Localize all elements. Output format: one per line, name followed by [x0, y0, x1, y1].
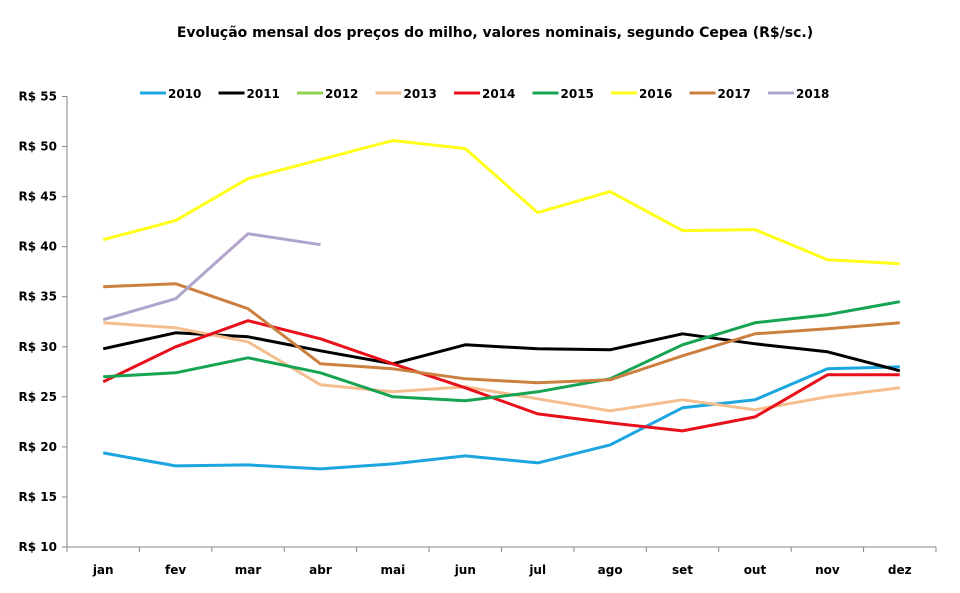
y-tick-label: R$ 40 [19, 240, 57, 254]
legend-item-2016: 2016 [611, 87, 672, 101]
legend-item-2017: 2017 [689, 87, 751, 101]
y-tick-label: R$ 50 [19, 140, 57, 154]
series-line-2017 [103, 282, 900, 385]
legend-item-2011: 2011 [218, 87, 280, 101]
x-tick-label: jun [454, 563, 476, 577]
y-tick-label: R$ 55 [19, 90, 57, 104]
series-line-2015 [103, 300, 901, 403]
y-tick-label: R$ 15 [19, 490, 57, 504]
x-tick-label: nov [815, 563, 840, 577]
series-line-2014 [102, 319, 900, 433]
x-tick-label: set [672, 563, 693, 577]
x-tick-label: ago [598, 563, 623, 577]
series-line-2011 [102, 331, 901, 373]
y-tick-label: R$ 30 [19, 340, 57, 354]
legend-label: 2010 [168, 87, 201, 101]
legend-label: 2011 [247, 87, 280, 101]
x-axis: jan fev mar abr mai jun jul ago set out nov dez [66, 546, 937, 577]
legend-item-2012: 2012 [297, 87, 358, 101]
series-line-2016 [102, 139, 900, 266]
x-tick-label: mar [235, 563, 262, 577]
x-tick-label: mai [381, 563, 406, 577]
y-axis: R$ 10 R$ 15 R$ 20 R$ 25 R$ 30 R$ 35 R$ 40 R$ 45… [19, 90, 68, 554]
x-tick-label: fev [165, 563, 186, 577]
legend: 2010 2011 2012 2013 2014 2015 2016 2017 2018 [140, 87, 829, 101]
legend-item-2015: 2015 [532, 87, 594, 101]
chart-title: Evolução mensal dos preços do milho, val… [177, 25, 813, 41]
y-tick-label: R$ 45 [19, 190, 57, 204]
y-tick-label: R$ 10 [19, 540, 57, 554]
y-tick-label: R$ 35 [19, 290, 57, 304]
legend-label: 2017 [718, 87, 751, 101]
legend-item-2018: 2018 [768, 87, 829, 101]
legend-label: 2018 [796, 87, 829, 101]
legend-label: 2013 [404, 87, 437, 101]
series-line-2010 [102, 365, 900, 471]
legend-item-2010: 2010 [140, 87, 201, 101]
series-layer [102, 139, 901, 471]
x-tick-label: abr [309, 563, 332, 577]
legend-item-2014: 2014 [454, 87, 515, 101]
legend-label: 2015 [561, 87, 594, 101]
y-tick-label: R$ 25 [19, 390, 57, 404]
x-tick-label: out [744, 563, 767, 577]
series-line-2018 [102, 232, 321, 322]
legend-item-2013: 2013 [375, 87, 437, 101]
legend-label: 2016 [639, 87, 672, 101]
y-tick-label: R$ 20 [19, 440, 57, 454]
legend-label: 2014 [482, 87, 515, 101]
x-tick-label: jan [92, 563, 114, 577]
series-line-2013 [103, 321, 900, 413]
x-tick-label: jul [528, 563, 546, 577]
legend-label: 2012 [325, 87, 358, 101]
x-tick-label: dez [888, 563, 912, 577]
